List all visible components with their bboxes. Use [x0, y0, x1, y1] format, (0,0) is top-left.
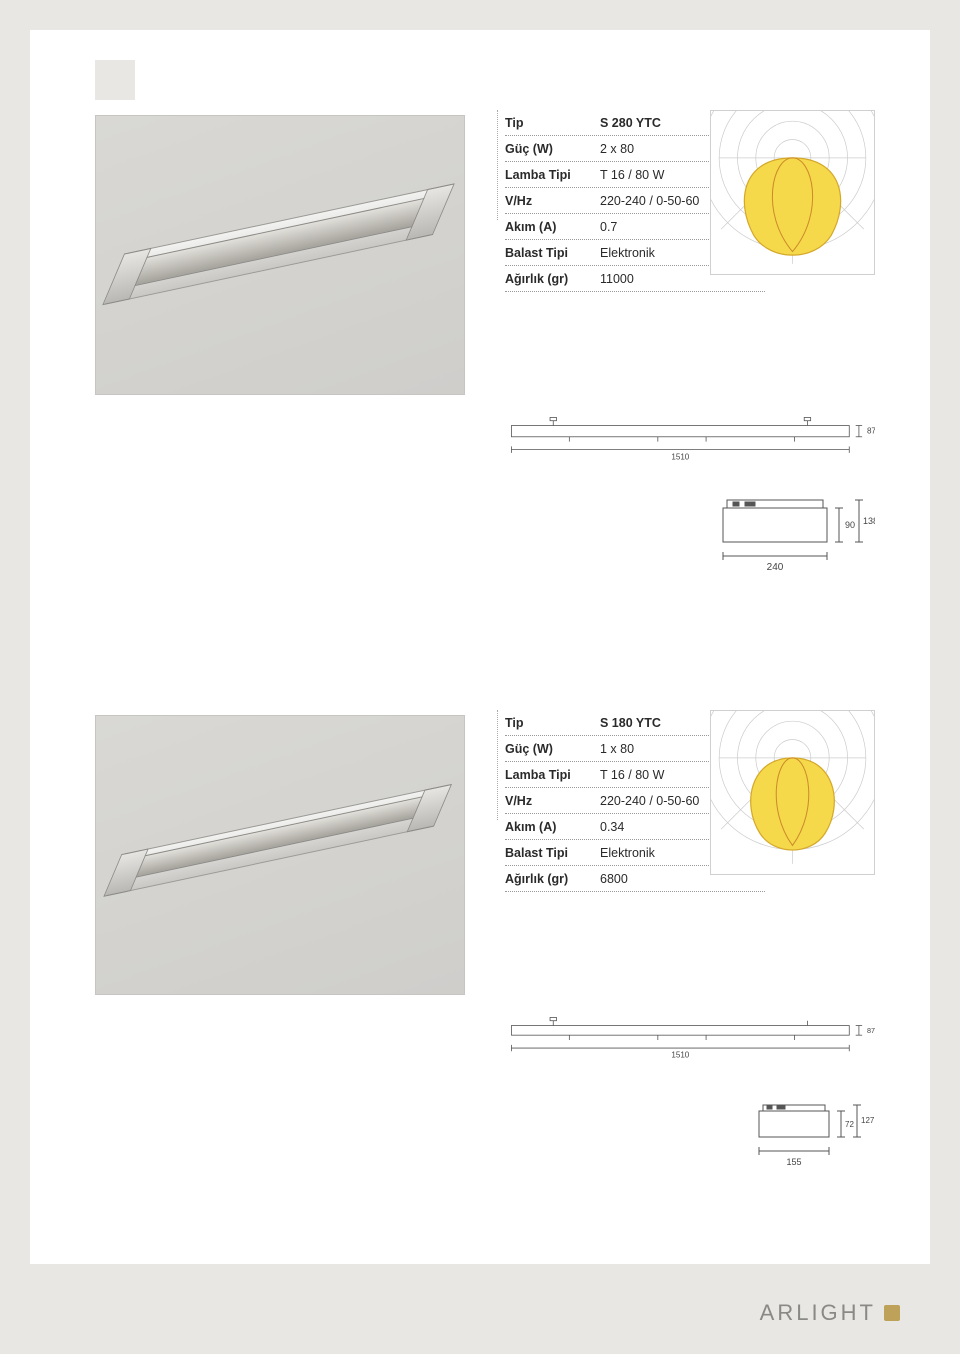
dimension-length-2: 1510 87 [505, 1010, 875, 1070]
label-lamba: Lamba Tipi [505, 168, 600, 182]
dim-side-h1: 72 [845, 1120, 854, 1129]
product-photo-2 [95, 715, 465, 995]
dimension-length-1: 1510 87 [505, 410, 875, 470]
separator-vertical [497, 710, 498, 820]
value-current: 0.7 [600, 220, 617, 234]
label-vhz: V/Hz [505, 194, 600, 208]
value-lamp: T 16 / 80 W [600, 168, 664, 182]
dim-length-text: 1510 [671, 1051, 689, 1060]
dim-side-w: 155 [786, 1157, 801, 1167]
value-power: 1 x 80 [600, 742, 634, 756]
luminaire-illustration [102, 739, 460, 974]
label-balast: Balast Tipi [505, 846, 600, 860]
label-tip: Tip [505, 716, 600, 730]
separator-vertical [497, 110, 498, 220]
label-balast: Balast Tipi [505, 246, 600, 260]
luminaire-illustration [102, 139, 460, 374]
value-lamp: T 16 / 80 W [600, 768, 664, 782]
dim-h-text: 87 [867, 427, 875, 436]
value-weight: 6800 [600, 872, 628, 886]
dimension-side-2: 155 72 127 [745, 1090, 875, 1180]
value-vhz: 220-240 / 0-50-60 [600, 794, 699, 808]
polar-diagram-2 [710, 710, 875, 875]
dim-h-text: 87 [867, 1026, 875, 1035]
dim-length-text: 1510 [671, 452, 689, 461]
value-ballast: Elektronik [600, 246, 655, 260]
label-agirlik: Ağırlık (gr) [505, 872, 600, 886]
value-vhz: 220-240 / 0-50-60 [600, 194, 699, 208]
brand-logo: ARLIGHT [760, 1300, 900, 1326]
value-power: 2 x 80 [600, 142, 634, 156]
value-model: S 180 YTC [600, 716, 661, 730]
polar-diagram-1 [710, 110, 875, 275]
value-ballast: Elektronik [600, 846, 655, 860]
dim-side-w: 240 [767, 562, 784, 573]
label-agirlik: Ağırlık (gr) [505, 272, 600, 286]
value-current: 0.34 [600, 820, 624, 834]
dim-side-h2: 127 [861, 1116, 875, 1125]
dimension-side-1: 240 90 138 [705, 490, 875, 580]
label-guc: Güç (W) [505, 142, 600, 156]
label-tip: Tip [505, 116, 600, 130]
label-vhz: V/Hz [505, 794, 600, 808]
brand-square-icon [884, 1305, 900, 1321]
value-model: S 280 YTC [600, 116, 661, 130]
page-content: Tip S 280 YTC Güç (W) 2 x 80 Lamba Tipi … [30, 30, 930, 1264]
brand-text: ARLIGHT [760, 1300, 876, 1326]
label-akim: Akım (A) [505, 220, 600, 234]
label-guc: Güç (W) [505, 742, 600, 756]
corner-notch [95, 60, 135, 100]
product-photo-1 [95, 115, 465, 395]
label-lamba: Lamba Tipi [505, 768, 600, 782]
label-akim: Akım (A) [505, 820, 600, 834]
dim-side-h2: 138 [863, 516, 875, 526]
dim-side-h1: 90 [845, 520, 855, 530]
value-weight: 11000 [600, 272, 634, 286]
